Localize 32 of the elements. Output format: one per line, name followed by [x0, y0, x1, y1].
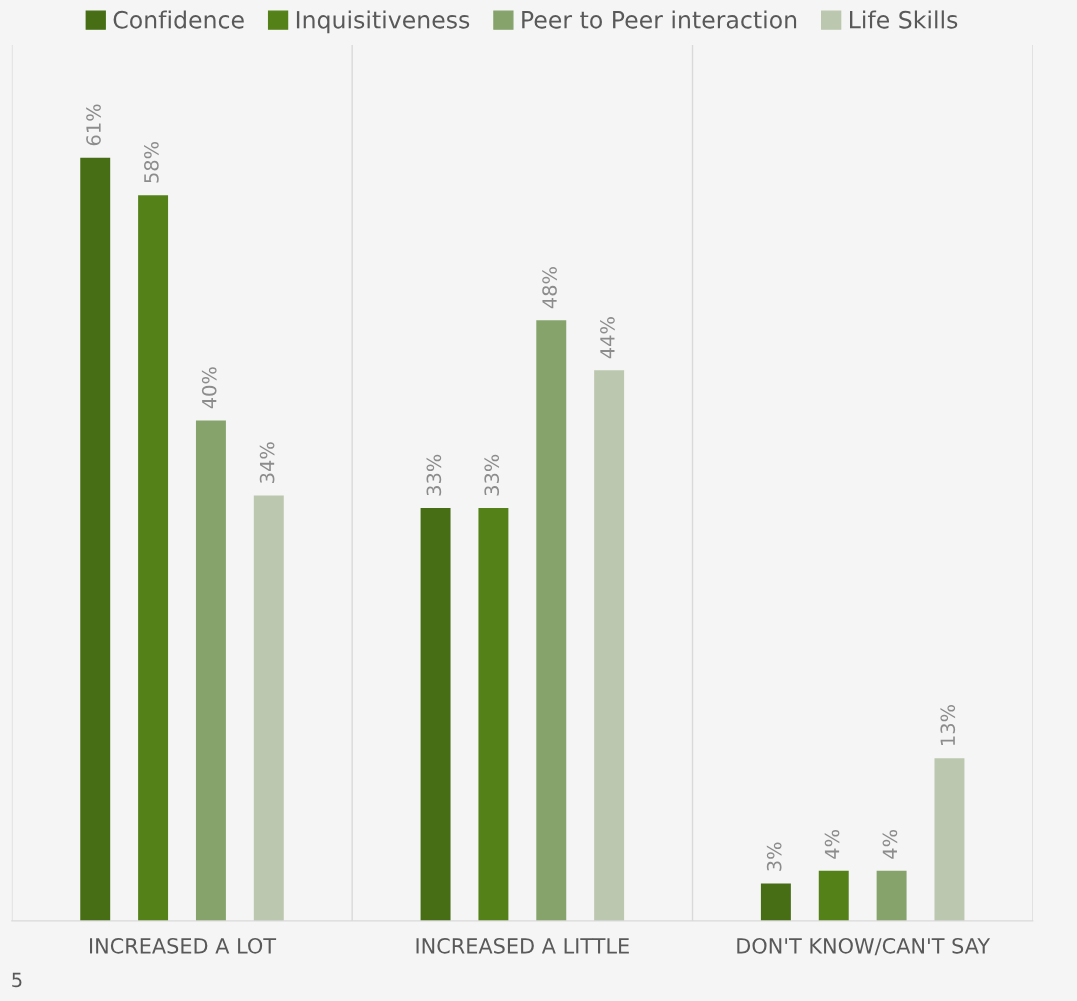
bar — [195, 420, 226, 921]
x-tick-label: DON'T KNOW/CAN'T SAY — [737, 937, 991, 956]
legend-label: Inquisitiveness — [296, 10, 470, 34]
x-tick-label: INCREASED A LITTLE — [416, 937, 629, 954]
legend-label: Confidence — [113, 10, 244, 29]
bar — [760, 883, 791, 921]
data-label: 34% — [259, 442, 275, 483]
bar — [934, 758, 965, 921]
data-label: 44% — [600, 317, 615, 359]
bar — [536, 320, 567, 921]
legend-label: Life Skills — [850, 10, 958, 29]
data-label: 33% — [484, 454, 500, 496]
data-label: 61% — [86, 104, 101, 146]
data-label: 3% — [766, 842, 782, 871]
bar — [138, 195, 169, 921]
data-label: 58% — [144, 141, 159, 183]
bar — [594, 370, 625, 921]
bar — [876, 870, 907, 921]
data-label: 13% — [940, 705, 956, 746]
bar — [80, 157, 111, 921]
bar — [478, 508, 509, 921]
bar — [818, 870, 849, 921]
data-label: 40% — [201, 367, 217, 409]
legend-label: Peer to Peer interaction — [522, 10, 797, 29]
data-label: 4% — [824, 829, 840, 859]
data-label: 33% — [426, 454, 442, 496]
bar — [420, 508, 451, 921]
x-tick-label: INCREASED A LOT — [90, 937, 277, 954]
data-label: 4% — [882, 829, 898, 859]
bar — [253, 495, 284, 921]
text: 5 — [12, 972, 22, 988]
data-label: 48% — [542, 267, 557, 309]
